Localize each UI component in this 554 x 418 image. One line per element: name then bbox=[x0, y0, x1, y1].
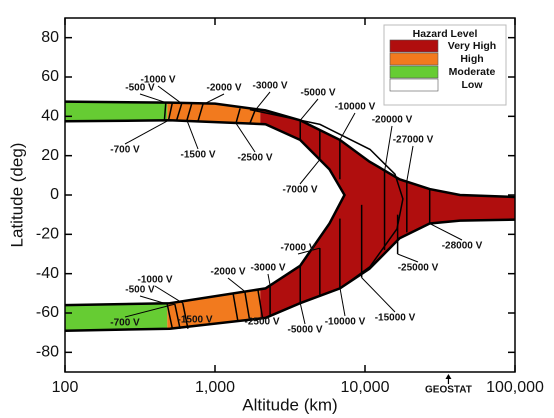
leader-line bbox=[154, 285, 184, 304]
y-tick-label: 40 bbox=[41, 108, 59, 125]
leader-line bbox=[297, 247, 320, 255]
contour-line bbox=[167, 102, 174, 121]
leader-line bbox=[299, 303, 306, 325]
contour-label: -2000 V bbox=[206, 83, 241, 94]
contour-line bbox=[186, 103, 193, 121]
legend-label: Very High bbox=[448, 40, 496, 52]
contour-line bbox=[174, 303, 181, 329]
contour-label: -700 V bbox=[110, 318, 140, 329]
leader-line bbox=[139, 295, 168, 305]
leader-line bbox=[397, 253, 419, 263]
contour-label: -500 V bbox=[125, 83, 155, 94]
contour-label: -5000 V bbox=[287, 325, 322, 336]
leader-line bbox=[361, 277, 396, 313]
leader-line bbox=[299, 159, 321, 185]
legend-label: Moderate bbox=[449, 66, 496, 78]
contour-label: -7000 V bbox=[280, 243, 315, 254]
contour-label: -15000 V bbox=[375, 313, 416, 324]
y-tick-label: 20 bbox=[41, 147, 59, 164]
contour-line bbox=[235, 108, 241, 124]
leader-line bbox=[157, 85, 183, 104]
leader-line bbox=[227, 277, 246, 292]
hazard-zone bbox=[65, 101, 168, 331]
contour-label: -3000 V bbox=[252, 81, 287, 92]
leader-line bbox=[267, 273, 271, 286]
contour-label: -10000 V bbox=[325, 317, 366, 328]
hazard-zone bbox=[260, 109, 515, 319]
leader-line bbox=[235, 122, 256, 153]
y-tick-label: -40 bbox=[36, 265, 59, 282]
x-tick-label: 100 bbox=[52, 379, 79, 396]
leader-line bbox=[124, 119, 169, 145]
leader-line bbox=[202, 93, 225, 105]
contour-label: -500 V bbox=[125, 285, 155, 296]
contour-label: -25000 V bbox=[398, 263, 439, 274]
contour-line bbox=[248, 110, 256, 125]
leader-line bbox=[139, 93, 166, 104]
contour-label: -27000 V bbox=[393, 135, 434, 146]
x-tick-label: 1,000 bbox=[195, 379, 235, 396]
contour-line bbox=[175, 103, 183, 121]
leader-line bbox=[429, 223, 463, 241]
legend-swatch bbox=[389, 65, 439, 79]
y-tick-label: -60 bbox=[36, 304, 59, 321]
contour-line bbox=[182, 303, 189, 329]
y-tick-label: -80 bbox=[36, 344, 59, 361]
y-tick-label: 80 bbox=[41, 29, 59, 46]
legend-swatch bbox=[389, 78, 439, 92]
contour-label: -20000 V bbox=[372, 115, 413, 126]
contour-label: -3000 V bbox=[250, 263, 285, 274]
boundary-arc bbox=[249, 108, 404, 290]
legend-title: Hazard Level bbox=[413, 28, 478, 40]
leader-line bbox=[299, 98, 319, 121]
y-tick-label: -20 bbox=[36, 226, 59, 243]
leader-line bbox=[186, 120, 199, 150]
contour-line bbox=[163, 102, 167, 121]
hazard-zone bbox=[167, 102, 261, 329]
leader-line bbox=[339, 287, 346, 317]
contour-label: -10000 V bbox=[335, 102, 376, 113]
annotation-arrowhead bbox=[445, 374, 452, 379]
contour-line bbox=[257, 289, 264, 320]
y-tick-label: 60 bbox=[41, 68, 59, 85]
leader-line bbox=[261, 315, 264, 320]
contour-label: -700 V bbox=[110, 145, 140, 156]
legend-label: High bbox=[460, 53, 483, 65]
contour-label: -1500 V bbox=[180, 150, 215, 161]
contour-line bbox=[166, 303, 174, 329]
contour-label: -28000 V bbox=[442, 241, 483, 252]
contour-label: -2500 V bbox=[237, 153, 272, 164]
x-axis-title: Altitude (km) bbox=[242, 395, 337, 414]
y-tick-label: 0 bbox=[50, 186, 59, 203]
leader-line bbox=[124, 303, 175, 318]
leader-line bbox=[406, 145, 414, 182]
x-tick-label: 100,000 bbox=[486, 379, 544, 396]
contour-label: -7000 V bbox=[282, 185, 317, 196]
leader-line bbox=[254, 91, 271, 111]
annotation: GEOSTAT bbox=[425, 385, 472, 396]
leader-line bbox=[384, 125, 393, 172]
x-tick-label: 10,000 bbox=[341, 379, 390, 396]
contour-line bbox=[232, 293, 239, 321]
legend-label: Low bbox=[462, 79, 484, 91]
y-axis-title: Latitude (deg) bbox=[7, 143, 26, 248]
legend-swatch bbox=[389, 52, 439, 66]
contour-line bbox=[197, 104, 204, 122]
leader-line bbox=[339, 112, 356, 141]
contour-label: -2500 V bbox=[244, 317, 279, 328]
contour-label: -2000 V bbox=[210, 267, 245, 278]
contour-label: -1000 V bbox=[137, 275, 172, 286]
leader-line bbox=[194, 320, 238, 327]
contour-label: -1500 V bbox=[177, 315, 212, 326]
contour-label: -5000 V bbox=[300, 88, 335, 99]
legend-swatch bbox=[389, 39, 439, 53]
contour-label: -1000 V bbox=[140, 75, 175, 86]
contour-line bbox=[244, 291, 251, 321]
